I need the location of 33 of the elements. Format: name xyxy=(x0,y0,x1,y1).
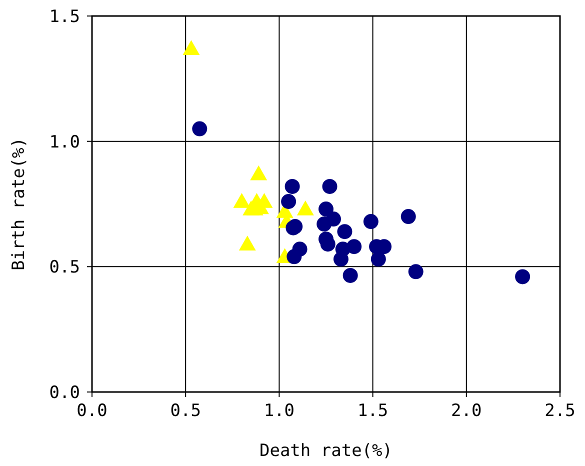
point xyxy=(515,269,530,284)
point xyxy=(238,236,256,250)
point xyxy=(337,224,352,240)
point xyxy=(316,216,332,232)
y-axis-title: Birth rate(%) xyxy=(9,137,29,271)
point xyxy=(333,252,348,267)
point xyxy=(322,178,338,194)
x-tick-label: 2.0 xyxy=(451,401,482,421)
x-tick-label: 2.5 xyxy=(544,401,576,421)
x-tick-label: 1.5 xyxy=(357,401,388,421)
point xyxy=(250,165,268,180)
y-tick-label: 1.0 xyxy=(49,132,80,152)
point xyxy=(296,200,314,216)
point xyxy=(370,252,386,267)
point xyxy=(182,40,200,55)
point xyxy=(281,194,296,209)
point xyxy=(233,192,250,208)
y-tick-label: 1.5 xyxy=(49,6,80,27)
point xyxy=(192,121,208,136)
point xyxy=(363,214,378,230)
point xyxy=(284,178,300,194)
y-tick-label: 0.5 xyxy=(49,258,80,278)
point xyxy=(408,264,424,280)
point xyxy=(342,268,358,283)
point xyxy=(318,202,334,217)
point xyxy=(286,249,302,264)
x-tick-label: 1.0 xyxy=(264,401,295,421)
point xyxy=(400,209,416,224)
x-axis-title: Death rate(%) xyxy=(259,441,393,461)
point xyxy=(320,236,336,252)
x-tick-label: 0.0 xyxy=(76,401,108,421)
y-tick-label: 0.0 xyxy=(49,382,80,403)
x-tick-label: 0.5 xyxy=(170,401,201,421)
